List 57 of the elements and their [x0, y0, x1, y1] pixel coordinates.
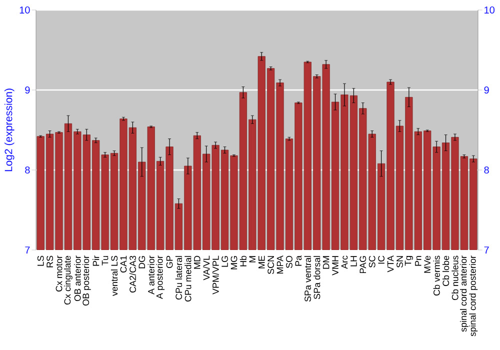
- x-tick-label: Tu: [102, 256, 108, 266]
- x-tick-label: LG: [222, 256, 228, 267]
- x-tick-label: CPu lateral: [175, 256, 182, 300]
- x-tick-label: A anterior: [148, 256, 154, 294]
- x-tick-label: Cb nucleus: [452, 256, 458, 300]
- x-tick-label: LS: [37, 256, 44, 266]
- y-axis-title: Log2 (expression): [4, 88, 14, 172]
- x-tick-label: Cx cingulate: [64, 256, 72, 305]
- x-tick-label: VTA: [387, 255, 394, 272]
- x-tick-label: SCN: [268, 256, 274, 274]
- x-tick-label: LH: [350, 256, 357, 266]
- y2-tick-label: 8: [484, 166, 489, 174]
- x-tick-label: CA1: [120, 256, 127, 272]
- x-tick-label: ventral LS: [110, 256, 118, 296]
- x-tick-label: CA2/CA3: [129, 256, 136, 293]
- y2-tick-label: 10: [484, 6, 495, 14]
- x-tick-label: CPu medial: [184, 256, 192, 302]
- y2-tick-label: 9: [484, 86, 489, 94]
- x-tick-label: GP: [166, 256, 173, 268]
- x-tick-label: SO: [286, 256, 292, 268]
- x-tick-label: MG: [230, 256, 238, 270]
- x-tick-label: Cx motor: [56, 256, 62, 292]
- x-tick-label: Cb lobe: [442, 256, 450, 286]
- x-tick-label: Pn: [415, 256, 422, 266]
- x-tick-label: Hb: [240, 256, 246, 266]
- y-tick-label: 7: [25, 246, 30, 254]
- x-tick-label: SN: [396, 256, 403, 268]
- x-tick-label: Pir: [92, 256, 100, 266]
- x-tick-label: VPM/VPL: [212, 256, 219, 294]
- x-tick-label: ME: [258, 256, 265, 268]
- x-tick-label: SPa ventral: [304, 256, 311, 302]
- x-tick-label: OB posterior: [82, 256, 91, 306]
- x-tick-label: SPa dorsal: [314, 256, 320, 300]
- x-tick-label: Tg: [404, 256, 413, 266]
- x-tick-label: VA/VL: [203, 256, 210, 280]
- y2-tick-label: 7: [484, 246, 489, 254]
- x-tick-label: DM: [322, 256, 330, 269]
- x-tick-label: A posterior: [156, 256, 165, 299]
- x-tick-label: MPA: [276, 255, 284, 274]
- x-tick-label: PAG: [360, 256, 366, 274]
- y-tick-label: 10: [20, 6, 30, 14]
- x-tick-label: spinal cord anterior: [460, 256, 468, 332]
- x-tick-label: IC: [378, 256, 385, 264]
- x-tick-label: M: [249, 256, 256, 262]
- x-tick-label: SC: [368, 256, 376, 268]
- x-tick-label: Pa: [295, 255, 302, 266]
- y-tick-label: 9: [25, 86, 30, 94]
- x-tick-label: Arc: [341, 256, 348, 269]
- x-tick-label: Cb vermis: [433, 256, 440, 296]
- x-tick-label: OB anterior: [74, 256, 81, 302]
- x-tick-label: MD: [194, 256, 200, 269]
- y-tick-label: 8: [25, 166, 30, 174]
- x-tick-label: VMH: [332, 256, 338, 276]
- x-tick-label: RS: [46, 256, 54, 268]
- x-tick-label: spinal cord posterior: [469, 256, 478, 336]
- x-tick-label: MVe: [424, 256, 431, 273]
- x-tick-label: DG: [138, 256, 146, 268]
